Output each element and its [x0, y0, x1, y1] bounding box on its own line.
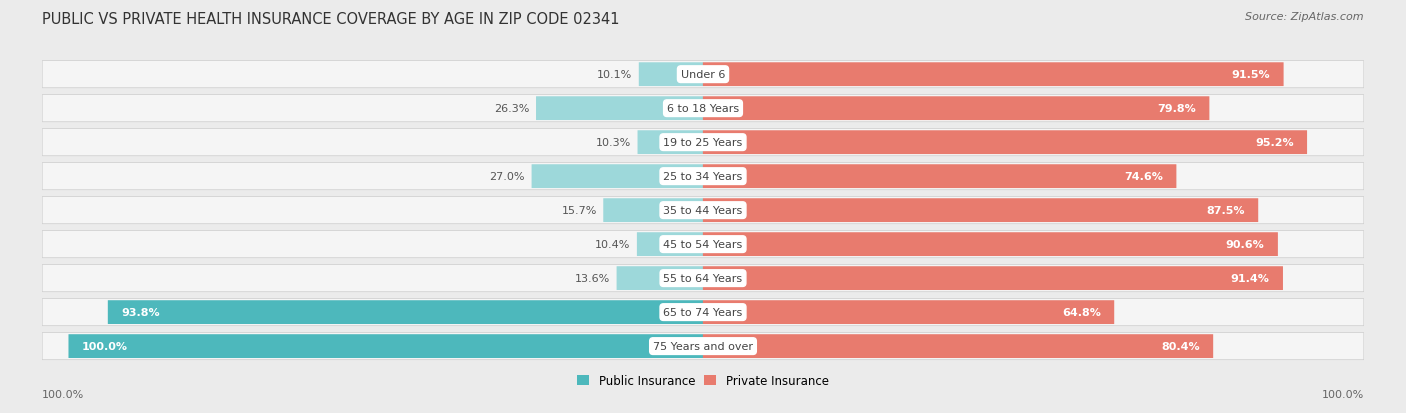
FancyBboxPatch shape	[531, 165, 703, 189]
Text: 74.6%: 74.6%	[1125, 172, 1163, 182]
Text: 87.5%: 87.5%	[1206, 206, 1244, 216]
Text: 6 to 18 Years: 6 to 18 Years	[666, 104, 740, 114]
FancyBboxPatch shape	[42, 95, 1364, 123]
FancyBboxPatch shape	[637, 131, 703, 155]
Text: 27.0%: 27.0%	[489, 172, 524, 182]
FancyBboxPatch shape	[703, 97, 1209, 121]
FancyBboxPatch shape	[703, 335, 1213, 358]
FancyBboxPatch shape	[703, 63, 1284, 87]
FancyBboxPatch shape	[42, 333, 1364, 360]
Text: 65 to 74 Years: 65 to 74 Years	[664, 307, 742, 317]
Text: 93.8%: 93.8%	[121, 307, 160, 317]
FancyBboxPatch shape	[703, 301, 1114, 324]
FancyBboxPatch shape	[536, 97, 703, 121]
Text: 35 to 44 Years: 35 to 44 Years	[664, 206, 742, 216]
FancyBboxPatch shape	[108, 301, 703, 324]
FancyBboxPatch shape	[42, 299, 1364, 326]
Text: 55 to 64 Years: 55 to 64 Years	[664, 273, 742, 283]
Text: 79.8%: 79.8%	[1157, 104, 1197, 114]
FancyBboxPatch shape	[603, 199, 703, 223]
Legend: Public Insurance, Private Insurance: Public Insurance, Private Insurance	[572, 369, 834, 392]
FancyBboxPatch shape	[638, 63, 703, 87]
FancyBboxPatch shape	[703, 199, 1258, 223]
Text: 91.4%: 91.4%	[1230, 273, 1270, 283]
Text: 13.6%: 13.6%	[575, 273, 610, 283]
Text: 26.3%: 26.3%	[494, 104, 530, 114]
Text: 25 to 34 Years: 25 to 34 Years	[664, 172, 742, 182]
Text: 80.4%: 80.4%	[1161, 341, 1199, 351]
FancyBboxPatch shape	[42, 62, 1364, 88]
FancyBboxPatch shape	[703, 165, 1177, 189]
FancyBboxPatch shape	[617, 266, 703, 290]
Text: 15.7%: 15.7%	[561, 206, 596, 216]
Text: 90.6%: 90.6%	[1226, 240, 1264, 249]
Text: 100.0%: 100.0%	[42, 389, 84, 399]
FancyBboxPatch shape	[703, 131, 1308, 155]
FancyBboxPatch shape	[42, 163, 1364, 190]
FancyBboxPatch shape	[69, 335, 703, 358]
Text: 64.8%: 64.8%	[1062, 307, 1101, 317]
Text: 91.5%: 91.5%	[1232, 70, 1270, 80]
FancyBboxPatch shape	[42, 265, 1364, 292]
Text: Source: ZipAtlas.com: Source: ZipAtlas.com	[1246, 12, 1364, 22]
Text: 45 to 54 Years: 45 to 54 Years	[664, 240, 742, 249]
Text: 100.0%: 100.0%	[82, 341, 128, 351]
Text: 75 Years and over: 75 Years and over	[652, 341, 754, 351]
FancyBboxPatch shape	[703, 266, 1282, 290]
Text: 95.2%: 95.2%	[1256, 138, 1294, 148]
FancyBboxPatch shape	[42, 231, 1364, 258]
FancyBboxPatch shape	[42, 129, 1364, 157]
Text: 10.3%: 10.3%	[596, 138, 631, 148]
FancyBboxPatch shape	[637, 233, 703, 256]
Text: Under 6: Under 6	[681, 70, 725, 80]
Text: PUBLIC VS PRIVATE HEALTH INSURANCE COVERAGE BY AGE IN ZIP CODE 02341: PUBLIC VS PRIVATE HEALTH INSURANCE COVER…	[42, 12, 620, 27]
FancyBboxPatch shape	[703, 233, 1278, 256]
Text: 10.4%: 10.4%	[595, 240, 630, 249]
Text: 19 to 25 Years: 19 to 25 Years	[664, 138, 742, 148]
Text: 100.0%: 100.0%	[1322, 389, 1364, 399]
FancyBboxPatch shape	[42, 197, 1364, 224]
Text: 10.1%: 10.1%	[598, 70, 633, 80]
